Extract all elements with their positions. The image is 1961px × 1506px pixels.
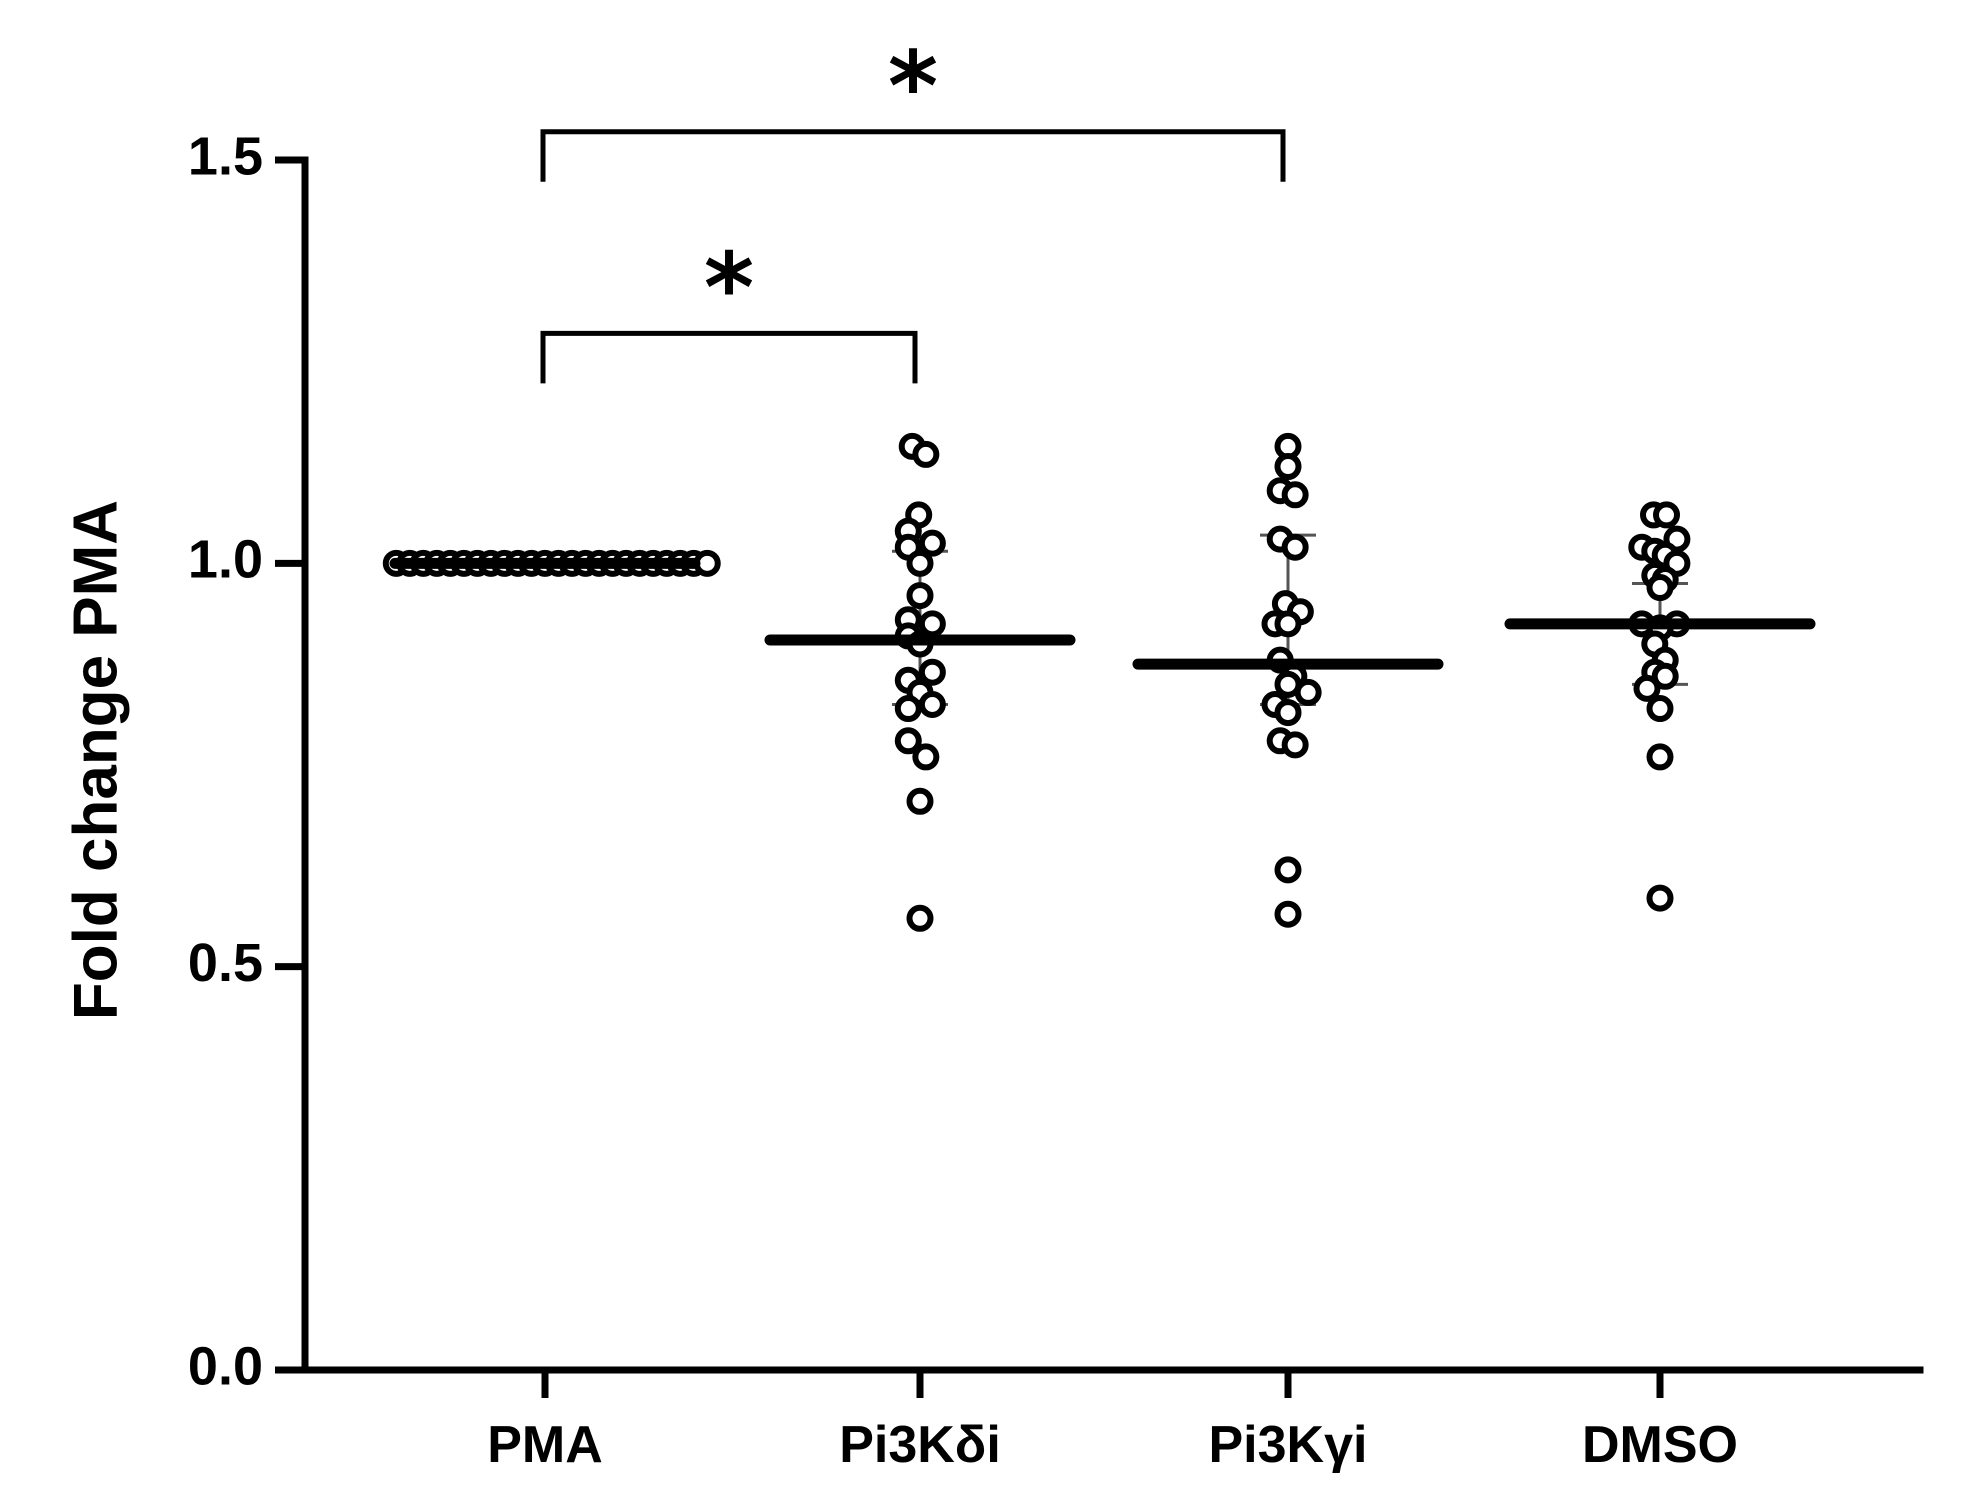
data-point [1274,699,1302,727]
data-point [1646,743,1674,771]
significance-bracket [540,129,1286,182]
data-point [918,610,946,638]
y-ticks: 0.0 0.5 1.0 1.5 [188,126,305,1396]
data-point [1646,574,1674,602]
data-point [1274,610,1302,638]
data-point [906,582,934,610]
x-category-label: Pi3Kγi [1209,1416,1368,1474]
y-tick-label: 0.5 [188,933,263,993]
significance-brackets: ** [540,31,1286,384]
significance-star: * [888,31,938,143]
axes [301,156,1924,1374]
significance-star: * [704,232,754,344]
data-point [894,727,922,755]
data-point [1274,453,1302,481]
y-tick-label: 1.0 [188,530,263,590]
data-point [906,549,934,577]
data-point [1646,695,1674,723]
data-point [1294,678,1322,706]
data-point [1281,481,1309,509]
x-category-label: Pi3Kδi [839,1416,1001,1474]
data-point [1274,856,1302,884]
data-point [1651,662,1679,690]
data-points [382,432,1691,932]
data-point [1646,884,1674,912]
data-point [1281,533,1309,561]
y-tick-label: 1.5 [188,126,263,186]
data-point [1281,731,1309,759]
data-point [912,440,940,468]
data-point [1274,900,1302,928]
significance-bracket [540,330,918,384]
x-category-label: PMA [487,1416,603,1474]
data-point [1653,501,1680,529]
data-point [918,691,946,718]
data-point [1633,674,1661,702]
data-point [906,904,934,932]
data-point [906,787,934,815]
mean-lines [389,557,1816,670]
data-point [894,695,922,723]
category-labels: PMA Pi3Kδi Pi3Kγi DMSO [487,1370,1738,1474]
y-axis-label: Fold change PMA [61,500,130,1020]
data-point [912,743,940,771]
y-tick-label: 0.0 [188,1336,263,1396]
data-point [918,529,946,557]
x-category-label: DMSO [1582,1416,1738,1474]
data-point [918,658,946,686]
